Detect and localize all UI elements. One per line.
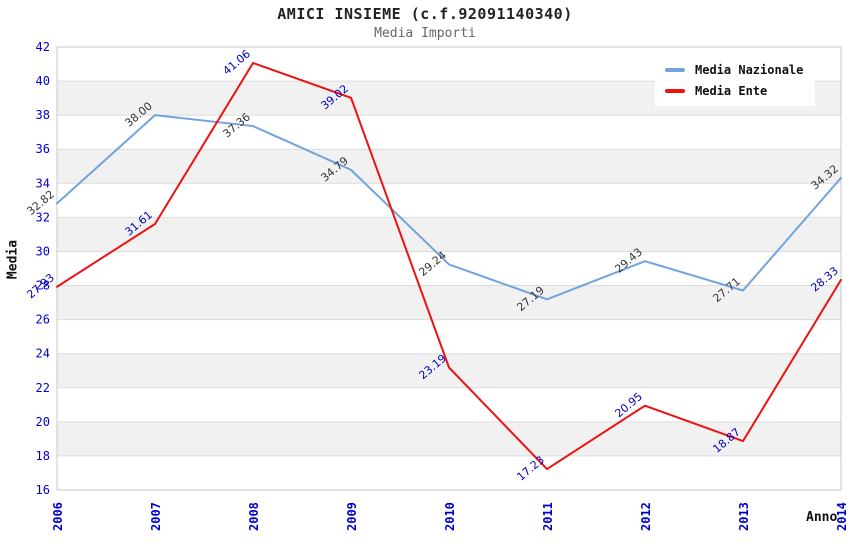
series-line-media-nazionale	[56, 114, 842, 301]
y-tick-label: 42	[36, 40, 50, 54]
y-tick-label: 32	[36, 210, 50, 224]
x-tick-label: 2011	[541, 502, 555, 531]
y-tick-label: 34	[36, 176, 50, 190]
x-tick-label: 2014	[835, 502, 849, 531]
y-tick-label: 30	[36, 244, 50, 258]
legend-label: Media Nazionale	[695, 63, 804, 77]
y-tick-label: 22	[36, 381, 50, 395]
y-tick-label: 18	[36, 449, 50, 463]
legend: Media Nazionale Media Ente	[655, 56, 816, 106]
x-tick-label: 2006	[51, 502, 65, 531]
y-tick-label: 36	[36, 142, 50, 156]
plot-band	[57, 149, 841, 184]
plot-band	[57, 421, 841, 456]
y-tick-label: 16	[36, 483, 50, 497]
y-tick-label: 40	[36, 74, 50, 88]
legend-item-media-ente: Media Ente	[665, 84, 803, 98]
legend-marker-icon	[665, 68, 685, 72]
value-label-media-nazionale: 29.24	[416, 249, 448, 279]
x-tick-label: 2008	[247, 502, 261, 531]
x-tick-label: 2013	[737, 502, 751, 531]
plot-band	[57, 285, 841, 320]
chart-title: AMICI INSIEME (c.f.92091140340)	[277, 5, 573, 23]
y-tick-label: 24	[36, 347, 50, 361]
plot-border	[56, 46, 842, 491]
x-tick-label: 2009	[345, 502, 359, 531]
plot-band	[57, 217, 841, 252]
chart-subtitle: Media Importi	[374, 26, 476, 41]
value-label-media-ente: 27.93	[24, 271, 56, 301]
value-label-media-ente: 17.23	[514, 453, 546, 483]
y-tick-label: 20	[36, 415, 50, 429]
x-axis-title: Anno	[806, 510, 838, 525]
legend-label: Media Ente	[695, 84, 768, 98]
plot-band	[57, 353, 841, 388]
x-tick-label: 2010	[443, 502, 457, 531]
y-tick-label: 26	[36, 313, 50, 327]
x-tick-label: 2012	[639, 502, 653, 531]
x-tick-label: 2007	[149, 502, 163, 531]
y-tick-label: 38	[36, 108, 50, 122]
series-line-media-ente	[56, 62, 842, 471]
y-tick-label: 28	[36, 279, 50, 293]
legend-item-media-nazionale: Media Nazionale	[665, 63, 803, 77]
legend-marker-icon	[665, 89, 685, 93]
y-axis-title: Media	[5, 239, 21, 280]
